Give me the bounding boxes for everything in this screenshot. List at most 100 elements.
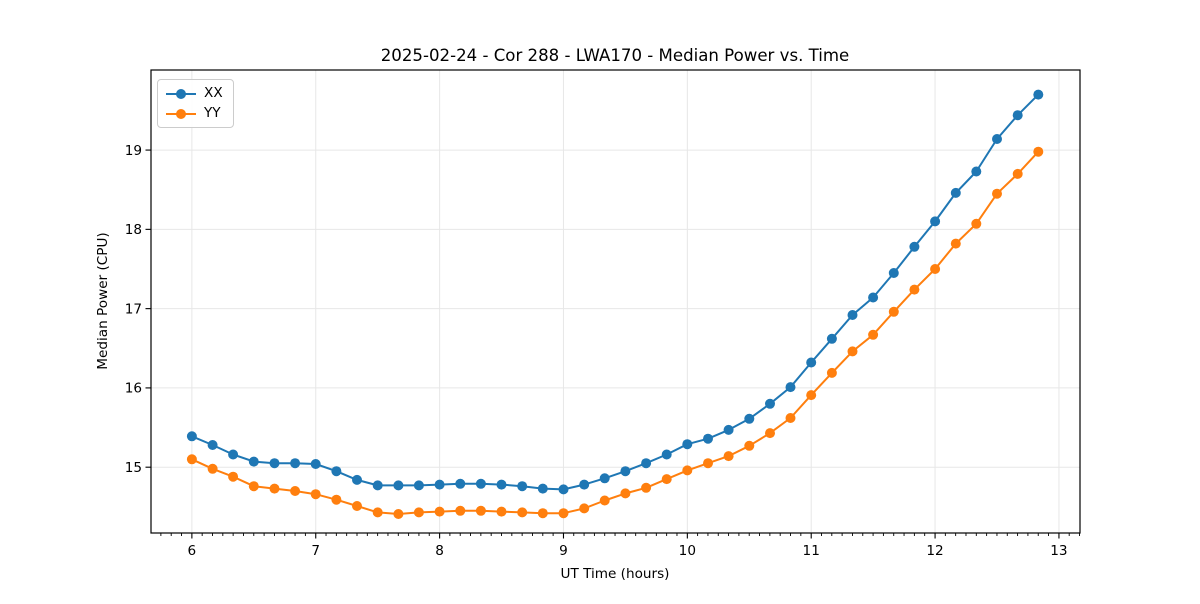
legend-line-marker-xx [166,88,196,99]
y-tick-label: 15 [125,460,142,476]
x-axis-label: UT Time (hours) [561,566,670,582]
data-point-yy [703,458,713,469]
data-point-yy [930,264,941,274]
data-point-xx [599,473,610,484]
data-point-xx [847,310,858,320]
legend-item-xx: XX [165,84,223,103]
chart-title: 2025-02-24 - Cor 288 - LWA170 - Median P… [381,46,850,65]
data-point-xx [372,480,383,491]
data-point-yy [599,495,610,506]
data-point-xx [971,166,982,177]
data-point-xx [930,216,941,227]
data-point-xx [682,439,693,450]
data-point-xx [826,333,837,344]
legend-label-yy: YY [204,104,221,121]
y-tick-label: 17 [125,301,142,317]
data-point-yy [496,506,507,517]
data-point-xx [888,268,899,278]
data-point-xx [661,449,672,460]
axis-ticks [145,149,1080,539]
x-tick-label: 11 [803,543,820,559]
axis-tick-labels: 6 7 8 9 10 11 12 13 15 16 17 18 19 [125,143,1068,559]
x-tick-label: 7 [311,543,320,559]
data-point-yy [992,188,1002,199]
data-point-xx [352,474,362,485]
data-point-yy [1012,168,1023,179]
series-xx [186,89,1044,495]
data-point-xx [806,357,817,368]
data-point-xx [785,382,796,393]
data-point-xx [310,459,321,469]
data-point-yy [579,503,590,514]
x-tick-label: 10 [679,543,696,559]
data-point-yy [310,489,321,500]
data-point-xx [620,466,631,477]
data-point-xx [723,424,734,435]
data-point-yy [971,218,982,229]
y-tick-label: 19 [125,143,142,159]
data-point-yy [868,329,879,340]
x-tick-label: 9 [559,543,568,559]
data-point-xx [393,480,404,491]
y-tick-label: 18 [125,222,142,238]
data-point-xx [1012,110,1023,121]
data-point-yy [1033,146,1044,157]
data-point-xx [1033,89,1044,100]
data-point-xx [641,458,652,469]
data-point-xx [765,398,775,409]
data-point-xx [331,466,342,477]
data-point-yy [806,390,817,401]
data-point-yy [248,481,259,492]
data-point-xx [455,478,466,489]
x-tick-label: 6 [188,543,197,559]
data-series [186,89,1044,519]
data-point-xx [992,134,1002,144]
x-tick-label: 13 [1050,543,1067,559]
data-point-xx [207,440,218,450]
data-point-yy [785,413,796,423]
legend-item-yy: YY [165,104,223,123]
data-point-xx [228,449,239,460]
data-point-yy [475,505,486,516]
data-point-yy [372,507,383,518]
data-point-yy [826,367,837,378]
x-tick-label: 12 [926,543,943,559]
data-point-yy [558,508,569,519]
data-point-xx [868,292,879,303]
data-point-xx [475,478,486,489]
data-point-xx [290,458,301,469]
data-point-yy [207,463,218,474]
data-point-yy [517,507,528,518]
data-point-xx [744,413,755,424]
y-axis-label: Median Power (CPU) [95,232,111,369]
data-point-yy [765,428,775,439]
data-point-xx [517,481,528,492]
data-point-yy [186,454,197,465]
data-point-xx [413,480,424,491]
plot-border [150,69,1081,534]
data-point-yy [228,471,239,482]
data-point-yy [641,482,652,493]
series-yy [186,146,1044,519]
data-point-yy [537,508,548,519]
data-point-yy [352,501,362,511]
data-point-yy [909,284,920,295]
legend-line-marker-yy [166,108,196,119]
data-point-xx [558,484,569,495]
legend: XX YY [157,79,234,128]
data-point-yy [723,451,734,462]
data-point-yy [413,507,424,518]
data-point-yy [950,238,961,249]
y-tick-label: 16 [125,381,142,397]
data-point-yy [661,474,672,485]
data-point-yy [682,465,693,476]
data-point-yy [434,506,445,517]
data-point-xx [434,479,445,490]
x-tick-label: 8 [435,543,444,559]
data-point-xx [496,479,507,490]
data-point-xx [703,433,713,444]
legend-label-xx: XX [204,84,223,101]
data-point-xx [579,479,590,490]
